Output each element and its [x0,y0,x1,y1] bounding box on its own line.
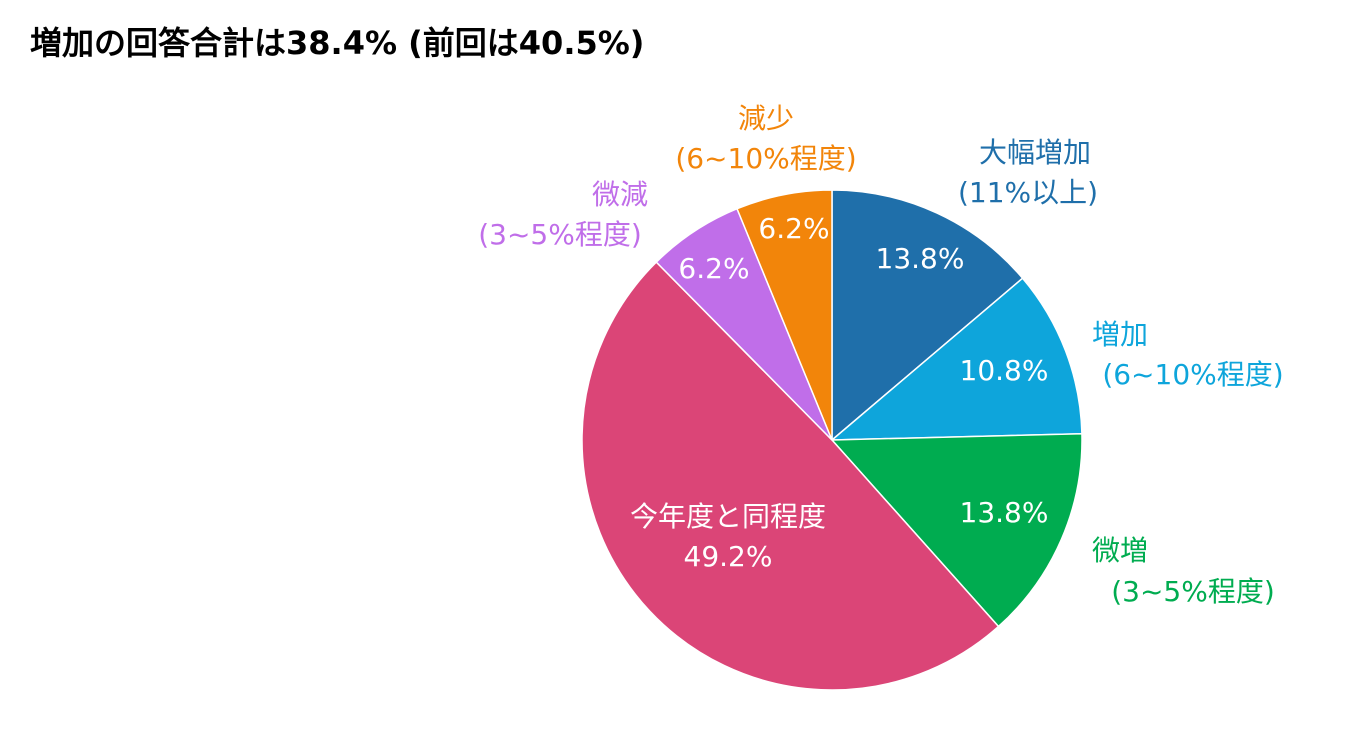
pie-labels: 13.8% 大幅増加 (11%以上) 10.8% 増加 (6~10%程度) 13.8% 微増 (… [478,102,1283,608]
pie-slice [736,189,833,441]
pie-slices [581,189,1083,691]
slice-category-label: 微増 [1092,534,1148,567]
slice-value-label: 49.2% [684,540,773,573]
slice-value-label: 13.8% [960,496,1049,529]
slice-range-label: (3~5%程度) [478,218,642,251]
slice-value-label: 13.8% [876,242,965,275]
slice-range-label: (6~10%程度) [675,142,856,175]
pie-slice [581,261,1000,691]
slice-value-label: 10.8% [960,354,1049,387]
slice-category-label: 今年度と同程度 [630,500,826,533]
slice-category-label: 減少 [738,102,794,135]
slice-category-label: 増加 [1092,318,1148,351]
pie-slice [831,189,1024,442]
slice-category-label: 大幅増加 [979,136,1091,169]
slice-range-label: (11%以上) [958,176,1098,209]
slice-range-label: (6~10%程度) [1102,358,1283,391]
slice-value-label: 6.2% [678,252,749,285]
slice-category-label: 微減 [592,178,648,211]
pie-slice [830,432,1083,628]
slice-range-label: (3~5%程度) [1111,575,1275,608]
pie-slice [829,277,1083,441]
slice-value-label: 6.2% [758,212,829,245]
chart-title: 増加の回答合計は38.4% (前回は40.5%) [30,24,645,62]
